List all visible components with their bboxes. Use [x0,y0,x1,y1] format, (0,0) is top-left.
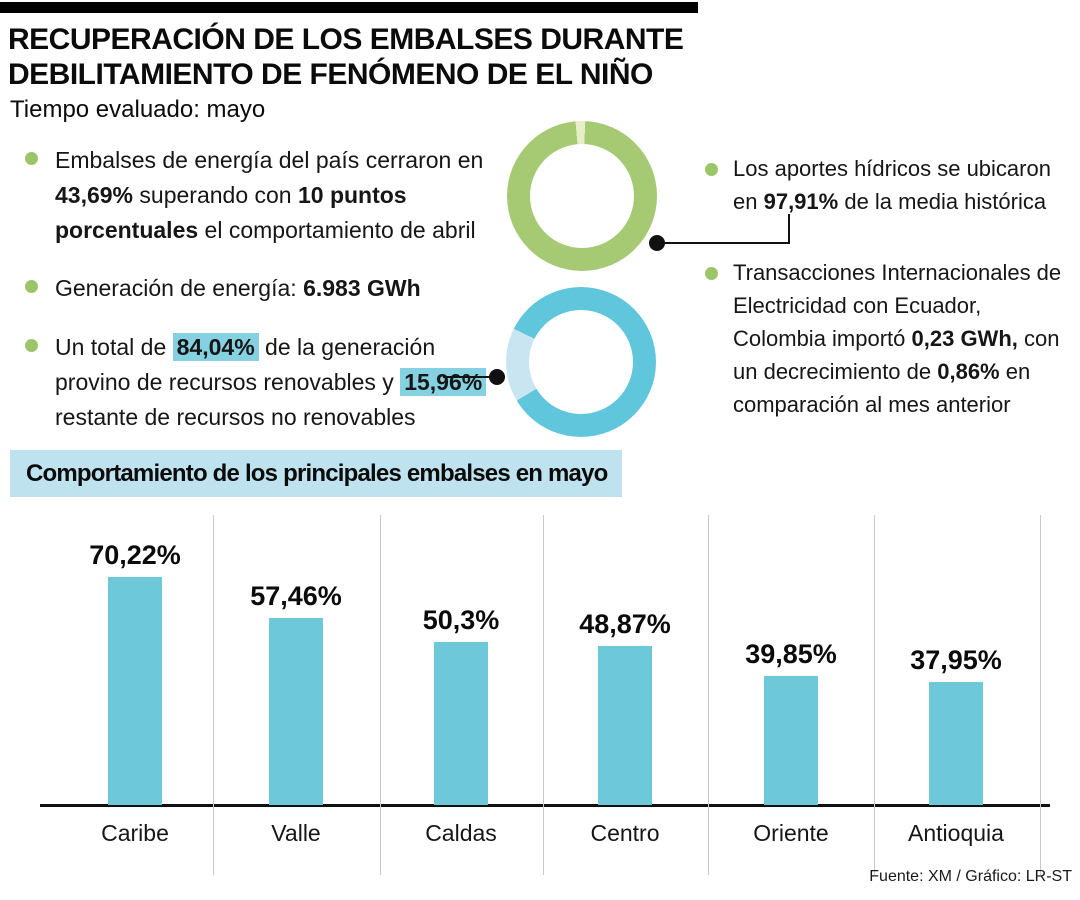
category-label: Caribe [101,820,169,846]
donut-hole [529,310,633,414]
generation-sources-donut-chart [506,287,656,437]
stat-value: 84,04% [172,333,259,361]
category-label: Oriente [753,820,829,846]
category-label: Antioquia [908,820,1004,846]
gridline [543,515,544,875]
bullet-aportes-hidricos: Los aportes hídricos se ubicaron en 97,9… [733,152,1078,218]
gridline [1040,515,1041,875]
gridline [213,515,214,875]
text-segment: de la generación provino de recursos ren… [55,334,436,395]
top-rule [0,2,698,13]
bar-caribe [108,577,162,805]
bar-valle [269,618,323,805]
bullet-dot-icon [705,267,718,280]
page-title-line-2: DEBILITAMIENTO DE FENÓMENO DE EL NIÑO [8,58,653,91]
bar-oriente [764,676,818,805]
stat-value: 15,96% [400,368,487,396]
donut-hole [530,144,634,248]
text-segment: restante de recursos no renovables [55,404,416,430]
category-label: Centro [590,820,660,846]
text-segment: Generación de energía: [55,275,304,301]
bar-value-label: 50,3% [422,605,500,635]
source-credit: Fuente: XM / Gráfico: LR-ST [869,868,1072,885]
section-header: Comportamiento de los principales embals… [10,450,622,497]
text-segment: Los aportes hídricos se ubicaron en [733,156,1051,214]
text-segment: Embalses de energía del país cerraron en [55,147,484,173]
gridline [708,515,709,875]
bar-value-label: 70,22% [89,540,181,570]
gridline [874,515,875,875]
bullet-transacciones-internacionales: Transacciones Internacionales de Electri… [733,256,1078,421]
connector-dot [489,369,505,385]
evaluation-period: Tiempo evaluado: mayo [10,96,266,123]
bullet-dot-icon [25,152,38,165]
text-segment: Un total de [55,334,173,360]
x-axis-line [40,804,1050,807]
text-segment: con un decrecimiento de [733,326,1060,384]
bar-antioquia [929,682,983,805]
stat-value: 43,69% [55,182,134,208]
stat-value: 0,86% [937,359,1000,384]
text-segment: el comportamiento de abril [198,217,476,243]
text-segment: de la media histórica [838,189,1047,214]
bar-centro [598,646,652,805]
stat-value: 97,91% [763,189,839,214]
connector-line [657,242,790,244]
category-label: Caldas [425,820,497,846]
section-header-label: Comportamiento de los principales embals… [26,459,608,487]
page-title: RECUPERACIÓN DE LOS EMBALSES DURANTE DEB… [8,22,708,92]
bar-value-label: 39,85% [745,639,837,669]
bullet-embalses-cierre: Embalses de energía del país cerraron en… [55,143,510,248]
stat-value: 6.983 GWh [303,275,421,301]
bullet-dot-icon [705,163,718,176]
connector-line [443,376,495,378]
category-label: Valle [271,820,321,846]
gridline [380,515,381,875]
bar-caldas [434,642,488,805]
text-segment: superando con [133,182,298,208]
hydro-contributions-donut-chart [507,121,657,271]
bar-value-label: 48,87% [579,609,671,639]
text-segment: en comparación al mes anterior [733,359,1031,417]
connector-line [788,214,790,244]
bar-value-label: 57,46% [250,581,342,611]
bullet-dot-icon [25,339,38,352]
stat-value: 0,23 GWh, [911,326,1018,351]
bullet-dot-icon [25,280,38,293]
stat-value: 10 puntos porcentuales [55,182,407,243]
text-segment: Transacciones Internacionales de Electri… [733,260,1062,351]
bullet-recursos-renovables: Un total de 84,04% de la generación prov… [55,330,510,435]
page-title-line-1: RECUPERACIÓN DE LOS EMBALSES DURANTE [8,23,684,56]
bar-value-label: 37,95% [910,645,1002,675]
bullet-generacion-energia: Generación de energía: 6.983 GWh [55,271,510,306]
